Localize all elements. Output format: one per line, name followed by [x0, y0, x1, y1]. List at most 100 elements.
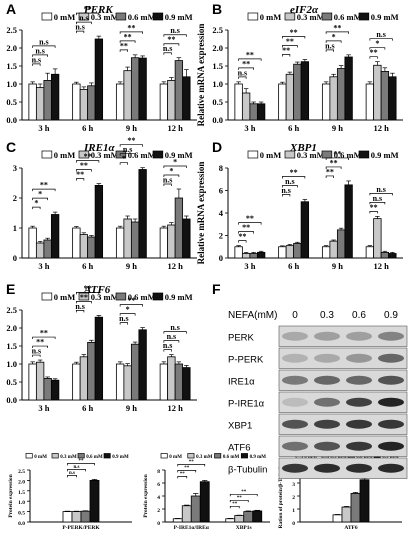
bar	[89, 479, 100, 523]
blot-band	[314, 397, 340, 407]
legend-entry: 0.9 mM	[240, 453, 267, 460]
blot-row-label: IRE1α	[228, 376, 255, 387]
sig-bracket	[67, 475, 77, 478]
sig-label: **	[127, 296, 135, 305]
sig-bracket	[67, 463, 95, 466]
y-tick-label: 2.0	[6, 43, 17, 53]
blot-band	[282, 375, 308, 385]
x-tick-label: 9 h	[126, 261, 137, 271]
y-tick-label: 1.5	[6, 61, 17, 71]
bar	[341, 506, 352, 523]
legend-swatch	[78, 292, 90, 301]
legend-label: 0.9 mM	[250, 455, 267, 460]
bar	[249, 103, 258, 121]
y-axis-label: Protein expression	[143, 474, 149, 517]
sig-label: **	[124, 32, 132, 41]
sig-bracket	[369, 202, 386, 205]
legend-entry: 0.9 mM	[358, 150, 399, 160]
legend-swatch	[321, 12, 333, 21]
sig-label: n.s	[170, 323, 180, 332]
y-tick-label: 2.0	[18, 479, 25, 485]
x-tick-label: 9 h	[332, 123, 343, 133]
sig-bracket	[119, 153, 136, 156]
bar	[87, 341, 96, 401]
blot-band	[378, 463, 404, 473]
sig-bracket	[76, 292, 100, 295]
x-tick-label: 6 h	[288, 123, 299, 133]
legend-label: 0.3 mM	[297, 12, 325, 22]
blot-band	[346, 441, 372, 451]
legend-entry: 0.3 mM	[284, 150, 325, 160]
sig-label: **	[333, 149, 341, 158]
panel-letter: D	[212, 139, 222, 155]
y-tick-label: 2	[292, 495, 295, 501]
blot-row-label: PERK	[228, 332, 255, 343]
legend-swatch	[358, 150, 370, 159]
blot-band	[282, 397, 308, 407]
legend-label: 0.6 mM	[334, 12, 362, 22]
legend-label: 0.9 mM	[371, 12, 399, 22]
sig-bracket	[32, 54, 48, 57]
sig-label: *	[122, 154, 126, 163]
sig-bracket	[163, 174, 180, 177]
y-tick-label: 2	[13, 193, 17, 203]
legend-label: 0 mM	[304, 455, 317, 460]
sig-bracket	[325, 166, 342, 169]
bar	[234, 246, 243, 259]
legend-entry: 0 mM	[247, 12, 281, 22]
x-tick-label: 12 h	[373, 261, 389, 271]
y-axis-label: Relative mRNA expression	[196, 162, 206, 265]
bar	[130, 343, 140, 401]
bar	[79, 356, 89, 401]
y-tick-label: 8	[157, 469, 160, 475]
sig-bracket	[282, 54, 291, 57]
sig-bracket	[325, 175, 334, 178]
bar	[72, 363, 81, 401]
y-tick-label: 0.5	[6, 97, 17, 107]
blot-band	[282, 441, 308, 451]
x-tick-label: 6 h	[288, 261, 299, 271]
legend-swatch	[25, 453, 33, 459]
legend-entry: 0.6 mM	[214, 453, 239, 460]
y-tick-label: 1	[292, 508, 295, 514]
sig-bracket	[282, 36, 306, 39]
bar	[243, 511, 254, 523]
sig-label: **	[370, 203, 378, 212]
legend-label: 0 mM	[54, 292, 75, 302]
sig-label: n.s	[238, 68, 248, 77]
y-tick-label: 0.0	[212, 115, 223, 125]
legend-label: 0.3 mM	[297, 150, 325, 160]
blot-row-label: P-IRE1α	[228, 398, 265, 409]
bar	[199, 481, 210, 523]
blot-band	[378, 353, 404, 363]
blot-lane-label: 0.6	[352, 310, 366, 321]
x-tick-label: P-IRE1α/IREα	[174, 525, 210, 531]
bar	[174, 60, 184, 121]
bar	[123, 218, 132, 259]
legend-entry: 0.3 mM	[78, 150, 119, 160]
sig-bracket	[163, 183, 172, 186]
sig-label: n.s	[32, 55, 42, 64]
sig-label: n.s	[281, 186, 291, 195]
sig-label: **	[167, 35, 175, 44]
chart-title: ATF6	[83, 284, 111, 296]
blot-band	[314, 331, 340, 341]
bar	[87, 85, 96, 121]
x-tick-label: 9 h	[126, 403, 137, 413]
bar	[43, 239, 52, 259]
bar	[28, 227, 37, 259]
legend-swatch	[115, 12, 127, 21]
sig-bracket	[119, 304, 143, 307]
blot-strip	[278, 369, 408, 391]
y-tick-label: 2.5	[212, 25, 223, 35]
bar	[167, 80, 176, 121]
legend-swatch	[103, 453, 111, 459]
legend-label: 0.6 mM	[334, 150, 362, 160]
y-tick-label: 2.0	[6, 323, 17, 333]
sig-bracket	[238, 240, 247, 243]
blot-band	[378, 397, 404, 407]
legend-entry: 0.3 mM	[78, 292, 119, 302]
blot-band	[346, 353, 372, 363]
bar	[350, 492, 361, 523]
